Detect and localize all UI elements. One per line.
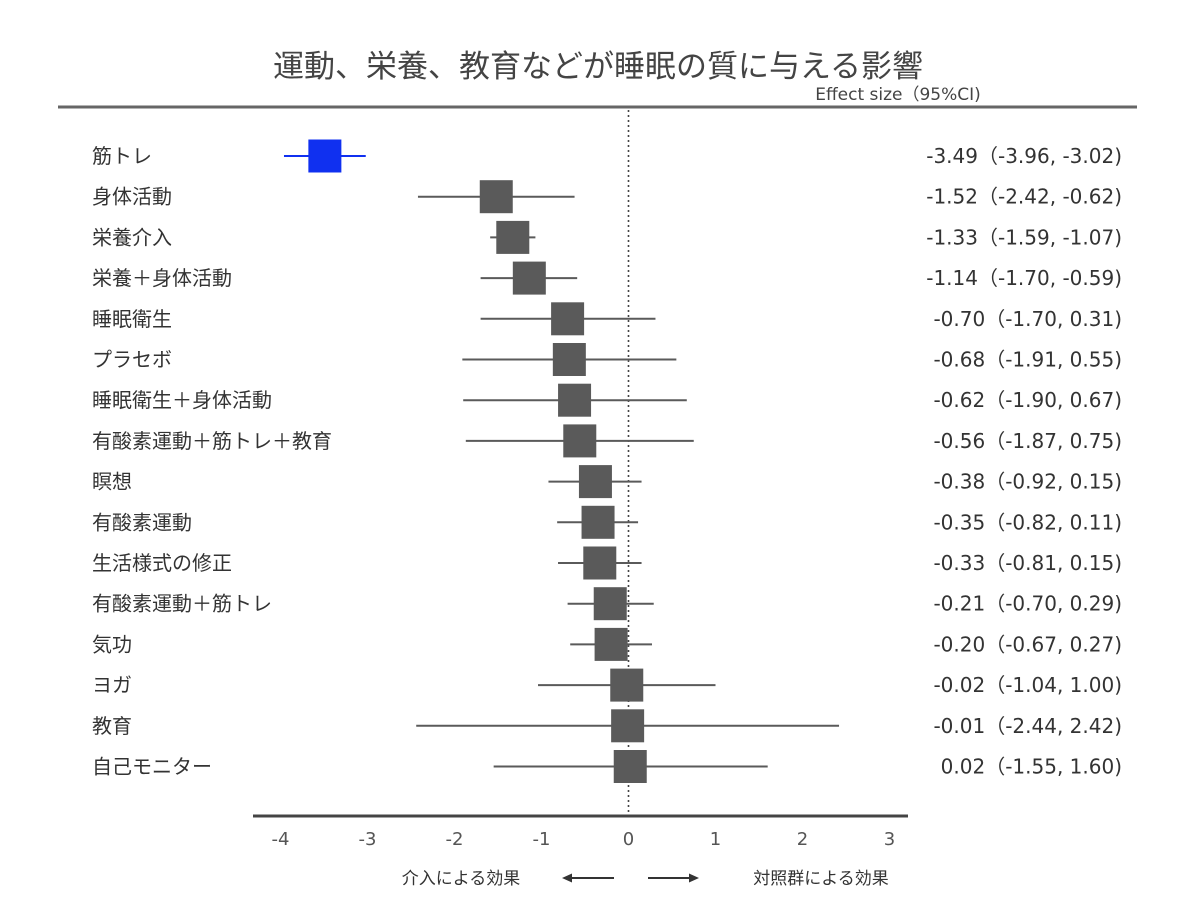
row-value: -0.70（-1.70, 0.31) xyxy=(933,307,1122,331)
row-value: -0.56（-1.87, 0.75) xyxy=(933,429,1122,453)
chart-subtitle: Effect size（95%CI) xyxy=(815,85,981,105)
effect-size-marker xyxy=(563,424,597,458)
row-value: -0.02（-1.04, 1.00) xyxy=(933,673,1122,697)
forest-row: 栄養＋身体活動 -1.14（-1.70, -0.59) xyxy=(92,261,1122,295)
x-tick-label: -1 xyxy=(533,829,551,850)
direction-left-label: 介入による効果 xyxy=(402,869,521,889)
effect-size-marker xyxy=(581,505,615,539)
row-label: 身体活動 xyxy=(92,185,172,209)
x-tick-label: -3 xyxy=(359,829,377,850)
row-value: -3.49（-3.96, -3.02) xyxy=(926,144,1122,168)
arrow-left-icon xyxy=(562,873,614,883)
forest-row: 筋トレ -3.49（-3.96, -3.02) xyxy=(92,139,1122,173)
effect-size-marker xyxy=(583,546,617,580)
effect-size-marker xyxy=(613,750,647,783)
row-value: 0.02（-1.55, 1.60) xyxy=(941,755,1122,779)
x-tick-label: 3 xyxy=(884,829,895,850)
row-value: -1.14（-1.70, -0.59) xyxy=(926,266,1122,290)
effect-size-marker xyxy=(594,627,628,661)
effect-size-marker xyxy=(479,180,513,214)
row-label: 生活様式の修正 xyxy=(92,551,232,575)
x-tick-label: 1 xyxy=(710,829,721,850)
row-value: -0.62（-1.90, 0.67) xyxy=(933,388,1122,412)
forest-row: ヨガ -0.02（-1.04, 1.00) xyxy=(92,668,1122,702)
effect-size-marker xyxy=(610,668,644,702)
row-label: 有酸素運動＋筋トレ＋教育 xyxy=(92,429,332,453)
forest-row: 睡眠衛生 -0.70（-1.70, 0.31) xyxy=(92,302,1122,336)
effect-size-marker xyxy=(496,220,530,254)
forest-row: 有酸素運動＋筋トレ -0.21（-0.70, 0.29) xyxy=(92,587,1122,621)
row-value: -1.52（-2.42, -0.62) xyxy=(926,185,1122,209)
forest-row: 瞑想 -0.38（-0.92, 0.15) xyxy=(92,465,1122,499)
effect-size-marker xyxy=(552,343,586,376)
forest-row: 栄養介入 -1.33（-1.59, -1.07) xyxy=(92,220,1122,254)
x-axis-ticks: -4 -3 -2 -1 0 1 2 3 xyxy=(272,829,896,850)
forest-row: 有酸素運動 -0.35（-0.82, 0.11) xyxy=(92,505,1122,539)
row-label: 栄養介入 xyxy=(92,225,172,249)
forest-row: 教育 -0.01（-2.44, 2.42) xyxy=(92,709,1122,743)
effect-size-marker xyxy=(512,261,546,295)
row-value: -0.21（-0.70, 0.29) xyxy=(933,592,1122,616)
row-label: プラセボ xyxy=(92,348,172,372)
x-tick-label: -2 xyxy=(446,829,464,850)
row-value: -0.68（-1.91, 0.55) xyxy=(933,348,1122,372)
row-label: ヨガ xyxy=(92,673,132,697)
row-value: -1.33（-1.59, -1.07) xyxy=(926,225,1122,249)
forest-row: 身体活動 -1.52（-2.42, -0.62) xyxy=(92,180,1122,214)
forest-row: 自己モニター 0.02（-1.55, 1.60) xyxy=(92,750,1122,783)
row-label: 筋トレ xyxy=(92,144,152,168)
effect-size-marker xyxy=(551,302,585,336)
chart-title: 運動、栄養、教育などが睡眠の質に与える影響 xyxy=(273,49,923,85)
row-label: 睡眠衛生 xyxy=(92,307,172,331)
effect-size-marker xyxy=(308,139,342,173)
row-label: 睡眠衛生＋身体活動 xyxy=(92,388,272,412)
row-label: 栄養＋身体活動 xyxy=(92,266,232,290)
row-value: -0.01（-2.44, 2.42) xyxy=(933,714,1122,738)
row-label: 自己モニター xyxy=(92,755,212,779)
row-label: 有酸素運動＋筋トレ xyxy=(92,592,272,616)
effect-size-marker xyxy=(611,709,645,743)
effect-size-marker xyxy=(593,587,627,621)
row-label: 瞑想 xyxy=(92,470,132,494)
effect-size-marker xyxy=(578,465,612,499)
row-label: 教育 xyxy=(92,714,132,738)
direction-right-label: 対照群による効果 xyxy=(753,869,889,889)
x-tick-label: -4 xyxy=(272,829,290,850)
rows-group: 筋トレ -3.49（-3.96, -3.02) 身体活動 -1.52（-2.42, -… xyxy=(92,139,1122,783)
row-value: -0.33（-0.81, 0.15) xyxy=(933,551,1122,575)
forest-row: プラセボ -0.68（-1.91, 0.55) xyxy=(92,343,1122,376)
x-tick-label: 2 xyxy=(797,829,808,850)
row-label: 気功 xyxy=(92,632,132,656)
arrow-right-icon xyxy=(648,873,699,883)
x-tick-label: 0 xyxy=(623,829,634,850)
row-label: 有酸素運動 xyxy=(92,510,192,534)
row-value: -0.20（-0.67, 0.27) xyxy=(933,632,1122,656)
forest-row: 生活様式の修正 -0.33（-0.81, 0.15) xyxy=(92,546,1122,580)
forest-row: 睡眠衛生＋身体活動 -0.62（-1.90, 0.67) xyxy=(92,383,1122,417)
effect-size-marker xyxy=(558,383,592,417)
row-value: -0.38（-0.92, 0.15) xyxy=(933,470,1122,494)
row-value: -0.35（-0.82, 0.11) xyxy=(933,510,1122,534)
forest-row: 有酸素運動＋筋トレ＋教育 -0.56（-1.87, 0.75) xyxy=(92,424,1122,458)
forest-row: 気功 -0.20（-0.67, 0.27) xyxy=(92,627,1122,661)
